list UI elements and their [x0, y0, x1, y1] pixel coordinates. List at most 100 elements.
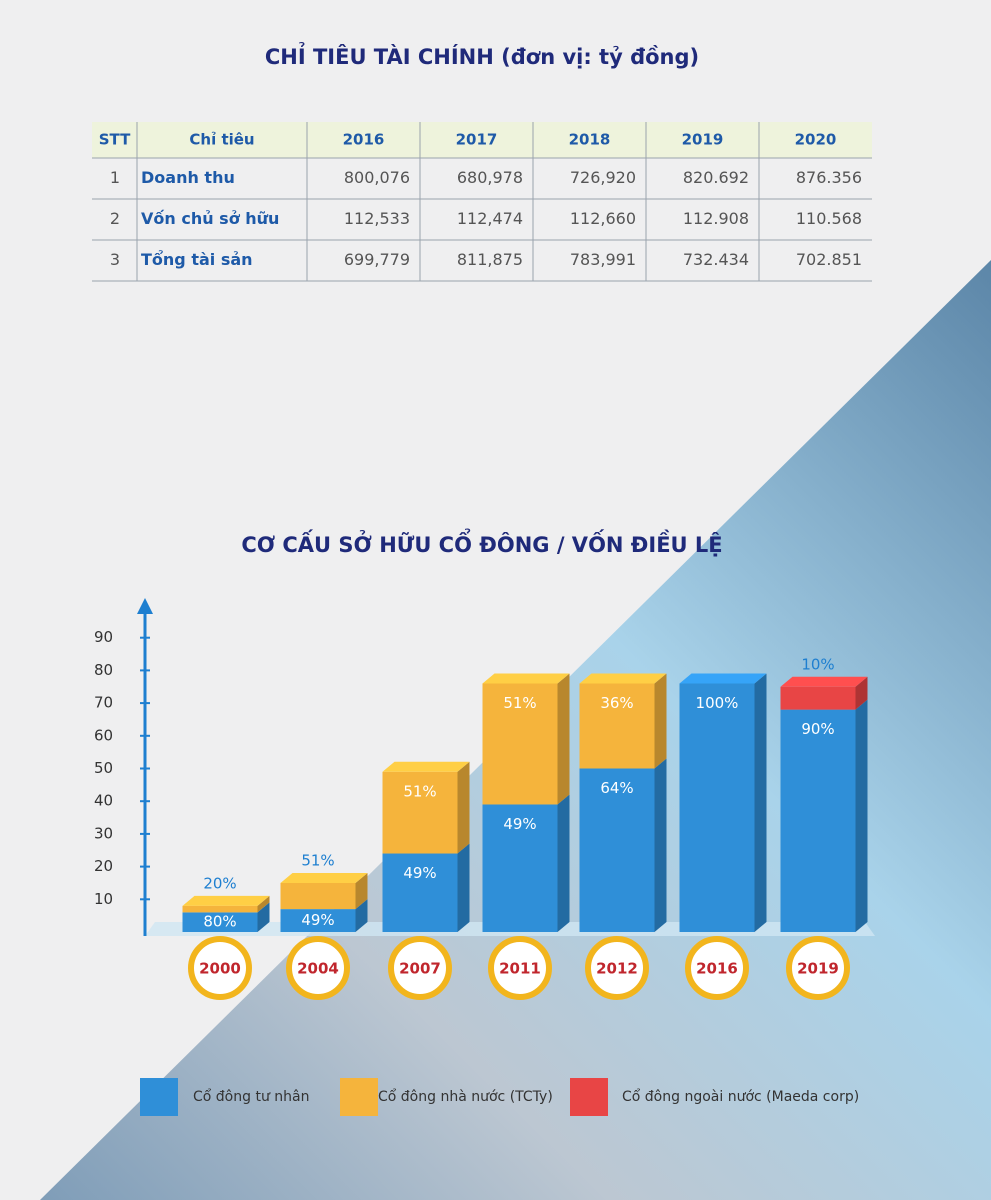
cell: 112,533 [344, 209, 410, 228]
column-header: 2017 [456, 131, 498, 149]
bar-side [855, 676, 868, 710]
row-number: 1 [110, 168, 120, 187]
share-label: 51% [503, 694, 536, 712]
row-name: Tổng tài sản [141, 250, 253, 269]
bar-top [679, 673, 767, 684]
bar-top [280, 872, 368, 883]
table-header-bg [92, 122, 872, 158]
cell: 702.851 [796, 250, 862, 269]
share-label: 20% [203, 874, 236, 892]
cell: 800,076 [344, 168, 410, 187]
axis-arrow [137, 598, 153, 614]
y-tick-label: 90 [94, 628, 113, 646]
x-tick-label: 2019 [797, 960, 839, 978]
bar-side [654, 758, 667, 932]
column-header: 2016 [343, 131, 385, 149]
y-tick-label: 20 [94, 857, 113, 875]
y-tick-label: 10 [94, 890, 113, 908]
cell: 112,474 [457, 209, 523, 228]
table: STT Chỉ tiêu 2016 2017 2018 2019 2020 1 Doanh th… [92, 122, 872, 282]
bar-segment [382, 853, 458, 932]
bar-segment [482, 804, 558, 932]
chart: 10 20 30 40 50 60 70 80 90 80% 20% 2000 49% 51% 2004 49… [94, 628, 868, 1116]
column-header: 2018 [569, 131, 611, 149]
chart-title: CƠ CẤU SỞ HỮU CỔ ĐÔNG / VỐN ĐIỀU LỆ [241, 528, 722, 557]
cell: 783,991 [570, 250, 636, 269]
bar-side [355, 872, 368, 910]
x-tick-label: 2004 [297, 960, 339, 978]
year-badge [286, 936, 350, 1000]
share-label: 36% [600, 694, 633, 712]
cell: 876.356 [796, 168, 862, 187]
bar-top [382, 761, 470, 772]
legend-swatch [340, 1078, 378, 1116]
row-number: 2 [110, 209, 120, 228]
year-badge [188, 936, 252, 1000]
bar-side [557, 794, 570, 932]
bar-side [457, 843, 470, 932]
year-badge [488, 936, 552, 1000]
cell: 112.908 [683, 209, 749, 228]
cell: 732.434 [683, 250, 749, 269]
y-tick-label: 60 [94, 726, 113, 744]
bar-side [754, 673, 767, 932]
share-label: 49% [301, 911, 334, 929]
cell: 820.692 [683, 168, 749, 187]
column-header: STT [99, 131, 131, 149]
bar-side [855, 699, 868, 932]
column-header: 2020 [795, 131, 837, 149]
year-badge [685, 936, 749, 1000]
share-label: 100% [696, 694, 739, 712]
year-badge [786, 936, 850, 1000]
bar-top [579, 673, 667, 684]
bar-segment [182, 912, 258, 932]
bar-segment [579, 768, 655, 932]
bar-segment [679, 683, 755, 932]
bar-side [257, 895, 270, 913]
share-label: 64% [600, 779, 633, 797]
y-tick-label: 80 [94, 661, 113, 679]
bar-segment [280, 909, 356, 932]
year-badge [585, 936, 649, 1000]
legend-swatch [570, 1078, 608, 1116]
cell: 680,978 [457, 168, 523, 187]
row-number: 3 [110, 250, 120, 269]
bar-segment [579, 683, 655, 769]
bar-top [182, 895, 270, 906]
cell: 811,875 [457, 250, 523, 269]
x-tick-label: 2011 [499, 960, 541, 978]
x-tick-label: 2012 [596, 960, 638, 978]
bar-segment [780, 709, 856, 932]
year-badge [388, 936, 452, 1000]
bar-side [257, 902, 270, 932]
table-title: CHỈ TIÊU TÀI CHÍNH (đơn vị: tỷ đồng) [265, 42, 699, 69]
column-header: Chỉ tiêu [189, 131, 254, 149]
y-tick-label: 70 [94, 694, 113, 712]
share-label: 51% [301, 851, 334, 869]
bar-side [355, 899, 368, 932]
x-tick-label: 2016 [696, 960, 738, 978]
legend-swatch [140, 1078, 178, 1116]
cell: 699,779 [344, 250, 410, 269]
bar-segment [382, 771, 458, 854]
bar-segment [482, 683, 558, 805]
bar-segment [780, 686, 856, 710]
cell: 110.568 [796, 209, 862, 228]
bar-top [482, 673, 570, 684]
share-label: 90% [801, 720, 834, 738]
legend-label: Cổ đông tư nhân [193, 1088, 309, 1105]
legend-label: Cổ đông nhà nước (TCTy) [378, 1088, 553, 1105]
share-label: 10% [801, 655, 834, 673]
y-tick-label: 50 [94, 759, 113, 777]
row-name: Doanh thu [141, 168, 235, 187]
bar-side [457, 761, 470, 854]
share-label: 49% [403, 864, 436, 882]
share-label: 51% [403, 782, 436, 800]
cell: 726,920 [570, 168, 636, 187]
row-name: Vốn chủ sở hữu [141, 209, 279, 228]
x-tick-label: 2000 [199, 960, 241, 978]
legend-label: Cổ đông ngoài nước (Maeda corp) [622, 1088, 859, 1105]
share-label: 49% [503, 815, 536, 833]
column-header: 2019 [682, 131, 724, 149]
bar-side [557, 673, 570, 805]
